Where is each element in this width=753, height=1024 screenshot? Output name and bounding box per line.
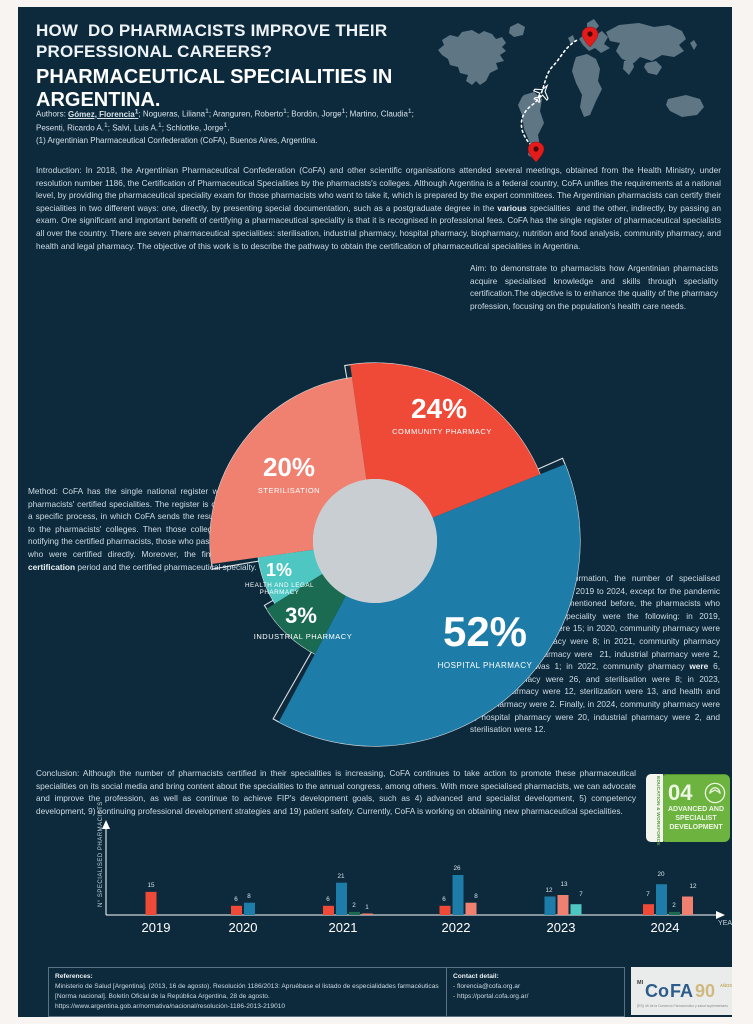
svg-text:90: 90 (695, 981, 715, 1001)
svg-text:AÑOS: AÑOS (720, 983, 732, 988)
svg-text:Co: Co (645, 981, 669, 1001)
svg-text:[ES]: Mi de la Comercio Farmac: [ES]: Mi de la Comercio Farmacéutico y s… (637, 1004, 728, 1008)
svg-text:FA: FA (670, 981, 693, 1001)
svg-text:MI: MI (637, 980, 644, 986)
